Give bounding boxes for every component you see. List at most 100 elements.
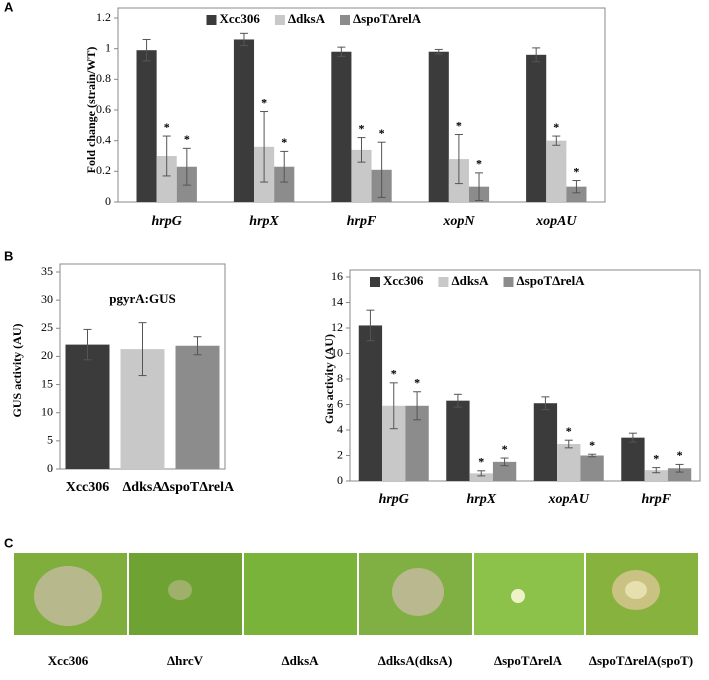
y-tick-label: 0 (47, 461, 53, 475)
error-bar (366, 309, 375, 342)
error-bar (552, 135, 561, 146)
y-tick-label: 1.2 (96, 10, 111, 24)
photos (14, 553, 698, 635)
photo (474, 553, 584, 635)
legend-swatch (340, 15, 350, 25)
significance-mark: * (653, 451, 659, 465)
error-bar (500, 457, 509, 467)
significance-mark: * (379, 126, 385, 140)
bar (667, 468, 692, 481)
y-tick-label: 8 (337, 371, 343, 385)
bar (566, 186, 587, 202)
y-tick-label: 4 (337, 422, 343, 436)
legend-label: Xcc306 (383, 273, 424, 288)
error-bar (182, 147, 191, 186)
error-bar (389, 382, 398, 430)
lesion (34, 566, 102, 626)
photo-label: ΔdksA(dksA) (378, 653, 453, 668)
significance-mark: * (391, 367, 397, 381)
error-bar (162, 135, 171, 177)
error-bar (434, 48, 443, 55)
legend-label: ΔdksA (451, 273, 489, 288)
error-bar (475, 172, 484, 201)
y-tick-label: 30 (41, 292, 53, 306)
x-tick-label: xopN (442, 214, 475, 229)
significance-mark: * (677, 448, 683, 462)
y-tick-label: 25 (41, 320, 53, 334)
y-tick-label: 15 (41, 376, 53, 390)
error-bar (280, 150, 289, 183)
bar (580, 455, 604, 481)
significance-mark: * (589, 438, 595, 452)
significance-mark: * (502, 442, 508, 456)
error-bar (357, 137, 366, 163)
bar (526, 54, 547, 202)
y-tick-label: 10 (41, 404, 53, 418)
x-tick-label: hrpG (152, 214, 182, 229)
panel-label: A (4, 0, 14, 14)
error-bar (454, 134, 463, 185)
bar (446, 400, 470, 481)
y-tick-label: 5 (47, 433, 53, 447)
annotation: pgyrA:GUS (109, 291, 175, 306)
bar (405, 405, 429, 481)
bar (331, 51, 352, 202)
legend-label: ΔspoTΔrelA (353, 11, 422, 26)
y-tick-label: 6 (337, 396, 343, 410)
legend-swatch (503, 277, 514, 287)
bar (621, 437, 645, 481)
error-bar (572, 180, 581, 194)
bar (351, 149, 372, 202)
photo-label: ΔspoTΔrelA (494, 653, 563, 668)
y-tick-label: 0.2 (96, 163, 111, 177)
error-bar (138, 322, 147, 377)
panel-label: B (4, 248, 13, 263)
error-bar (564, 439, 573, 449)
y-axis-label: GUS activity (AU) (10, 324, 24, 418)
bar (156, 156, 177, 202)
bar (644, 470, 668, 481)
legend-swatch (206, 15, 217, 25)
y-tick-label: 16 (331, 269, 343, 283)
significance-mark: * (281, 135, 287, 149)
y-tick-label: 20 (41, 348, 53, 362)
bar (175, 345, 220, 469)
lesion (168, 580, 192, 600)
bar (557, 444, 581, 481)
y-tick-label: 12 (331, 320, 343, 334)
photo (244, 553, 357, 635)
bar (136, 50, 157, 203)
significance-mark: * (566, 424, 572, 438)
y-tick-label: 0.6 (96, 102, 111, 116)
bar (533, 403, 558, 481)
bar (65, 344, 110, 469)
error-bar (193, 336, 202, 356)
y-tick-label: 35 (41, 264, 53, 278)
significance-mark: * (414, 376, 420, 390)
significance-mark: * (553, 120, 559, 134)
y-tick-label: 1 (105, 40, 111, 54)
y-tick-label: 2 (337, 447, 343, 461)
x-tick-label: hrpF (641, 492, 671, 507)
significance-mark: * (476, 157, 482, 171)
error-bar (652, 467, 661, 474)
bar (233, 39, 255, 202)
error-bar (413, 391, 422, 421)
photo-label: ΔdksA (281, 653, 319, 668)
error-bar (453, 393, 462, 408)
y-tick-label: 10 (331, 345, 343, 359)
panel-label: C (4, 535, 14, 550)
x-tick-label: hrpX (249, 214, 279, 229)
significance-mark: * (478, 455, 484, 469)
x-tick-label: hrpF (347, 214, 377, 229)
error-bar (532, 47, 541, 63)
bar (469, 473, 493, 481)
photo-label: ΔspoTΔrelA(spoT) (589, 653, 693, 668)
error-bar (377, 141, 386, 198)
photo-label: ΔhrcV (167, 653, 204, 668)
plot-frame (349, 269, 701, 482)
bar (546, 140, 567, 202)
bar (382, 405, 406, 481)
y-tick-label: 0.8 (96, 71, 111, 85)
x-tick-label: ΔdksA (123, 480, 164, 495)
